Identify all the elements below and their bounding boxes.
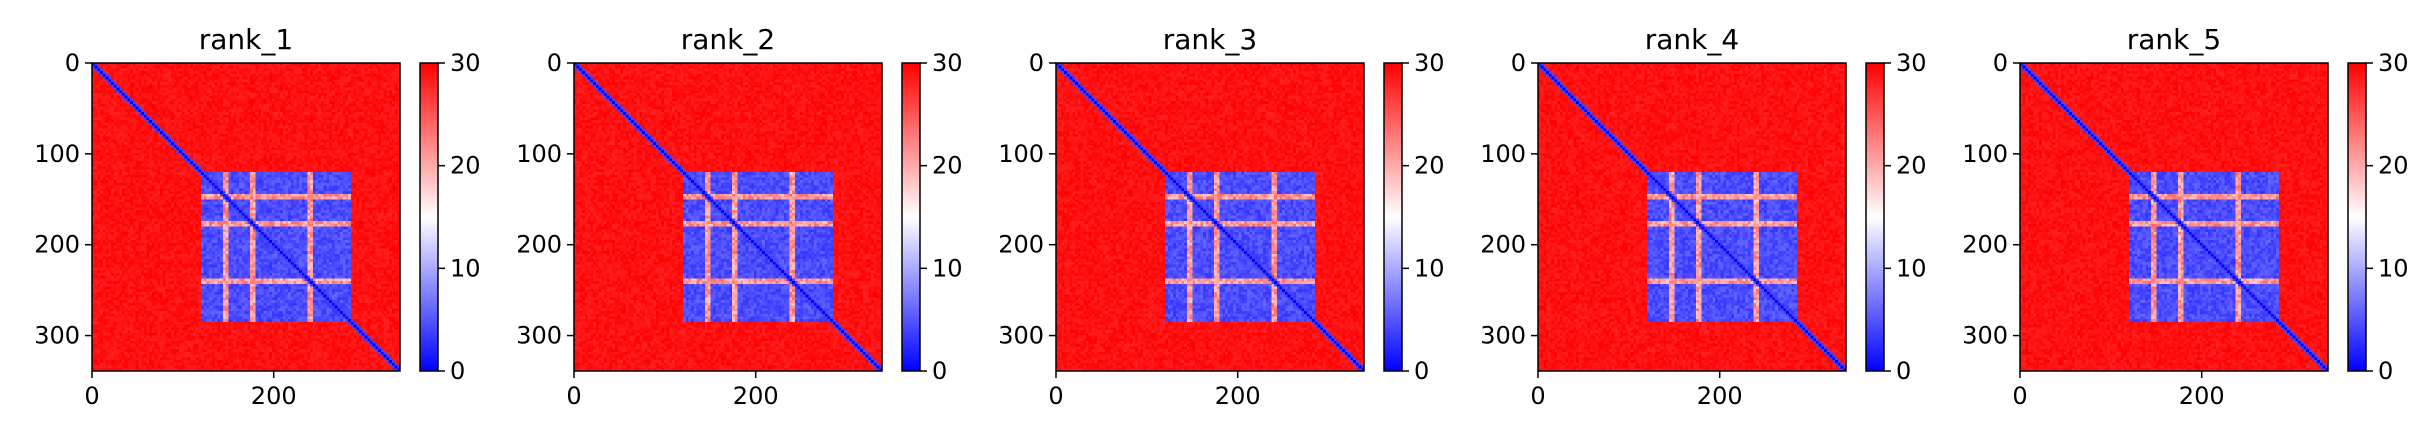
colorbar-tick-label: 10 (1896, 254, 1927, 282)
colorbar-tick-label: 30 (1414, 49, 1445, 77)
x-tick-label: 0 (84, 382, 99, 410)
colorbar-tick-label: 30 (1896, 49, 1927, 77)
y-tick-label: 300 (516, 322, 562, 350)
colorbar-tick-label: 30 (450, 49, 481, 77)
colorbar-tick-label: 20 (932, 152, 963, 180)
axes-frame (1537, 62, 1847, 372)
colorbar-tick-label: 0 (932, 357, 947, 385)
x-tick-label: 0 (1530, 382, 1545, 410)
y-tick-label: 100 (34, 140, 80, 168)
colorbar (1865, 62, 1885, 372)
colorbar (901, 62, 921, 372)
colorbar-tick-label: 10 (450, 254, 481, 282)
heatmap-panel: rank_5 0 200 0 100 200 300 0 10 20 30 (1962, 23, 2408, 410)
panel-title: rank_4 (1645, 23, 1739, 56)
colorbar-tick-label: 30 (932, 49, 963, 77)
colorbar-tick-label: 0 (1414, 357, 1429, 385)
y-tick-label: 300 (998, 322, 1044, 350)
colorbar-tick-label: 20 (1896, 152, 1927, 180)
y-tick-label: 0 (547, 49, 562, 77)
heatmap-image (92, 63, 400, 371)
colorbar-tick-label: 0 (1896, 357, 1911, 385)
colorbar (1383, 62, 1403, 372)
x-tick-label: 0 (566, 382, 581, 410)
x-tick-label: 200 (2179, 382, 2225, 410)
colorbar-tick-label: 20 (1414, 152, 1445, 180)
y-tick-label: 300 (1962, 322, 2008, 350)
colorbar-tick-label: 0 (450, 357, 465, 385)
colorbar-tick-label: 30 (2378, 49, 2409, 77)
heatmap-image (574, 63, 882, 371)
x-tick-label: 200 (251, 382, 297, 410)
y-tick-label: 300 (1480, 322, 1526, 350)
colorbar-tick-label: 10 (1414, 254, 1445, 282)
heatmap-image (1056, 63, 1364, 371)
colorbar-tick-label: 10 (932, 254, 963, 282)
x-tick-label: 200 (1697, 382, 1743, 410)
heatmap-panel: rank_4 0 200 0 100 200 300 0 10 20 30 (1480, 23, 1926, 410)
y-tick-label: 200 (1962, 231, 2008, 259)
x-tick-label: 0 (1048, 382, 1063, 410)
y-tick-label: 0 (1511, 49, 1526, 77)
y-tick-label: 300 (34, 322, 80, 350)
axes-frame (91, 62, 401, 372)
y-tick-label: 200 (998, 231, 1044, 259)
y-tick-label: 100 (998, 140, 1044, 168)
colorbar-tick-label: 20 (2378, 152, 2409, 180)
panel-title: rank_1 (199, 23, 293, 56)
colorbar (419, 62, 439, 372)
y-tick-label: 200 (34, 231, 80, 259)
y-tick-label: 0 (65, 49, 80, 77)
axes-frame (2019, 62, 2329, 372)
colorbar-tick-label: 0 (2378, 357, 2393, 385)
heatmap-image (1538, 63, 1846, 371)
colorbar (2347, 62, 2367, 372)
y-tick-label: 100 (1480, 140, 1526, 168)
x-tick-label: 200 (1215, 382, 1261, 410)
y-tick-label: 100 (1962, 140, 2008, 168)
heatmap-panel: rank_1 0 200 0 100 200 300 0 10 20 30 (34, 23, 480, 410)
y-tick-label: 100 (516, 140, 562, 168)
y-tick-label: 200 (1480, 231, 1526, 259)
x-tick-label: 0 (2012, 382, 2027, 410)
heatmap-panel: rank_3 0 200 0 100 200 300 0 10 20 30 (998, 23, 1444, 410)
panel-title: rank_5 (2127, 23, 2221, 56)
panel-title: rank_3 (1163, 23, 1257, 56)
y-tick-label: 0 (1029, 49, 1044, 77)
y-tick-label: 0 (1993, 49, 2008, 77)
heatmap-panel: rank_2 0 200 0 100 200 300 0 10 20 30 (516, 23, 962, 410)
heatmap-image (2020, 63, 2328, 371)
y-tick-label: 200 (516, 231, 562, 259)
panel-title: rank_2 (681, 23, 775, 56)
axes-frame (573, 62, 883, 372)
axes-frame (1055, 62, 1365, 372)
x-tick-label: 200 (733, 382, 779, 410)
colorbar-tick-label: 10 (2378, 254, 2409, 282)
colorbar-tick-label: 20 (450, 152, 481, 180)
